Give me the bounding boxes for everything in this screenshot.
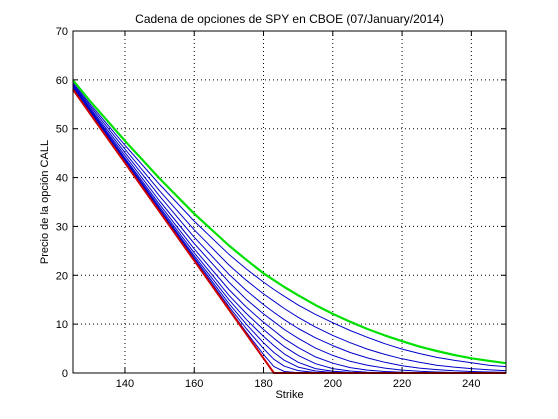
plot-frame [72,30,507,374]
y-tick-label: 60 [56,75,68,87]
longest-expiry-line [72,79,507,365]
chain-series-line [72,82,507,368]
chart-title: Cadena de opciones de SPY en CBOE (07/Ja… [135,12,444,26]
grid [73,31,506,373]
y-axis-label: Precio de la opción CALL [39,140,51,264]
y-tick-label: 20 [56,270,68,282]
x-tick-label: 240 [462,378,480,390]
x-tick-label: 140 [116,378,134,390]
y-tick-label: 40 [56,173,68,185]
chain-series-line [72,83,507,372]
y-tick-label: 30 [56,221,68,233]
plot-background [73,31,506,373]
y-tick-label: 0 [62,368,68,380]
chain-series-line [72,84,507,373]
y-tick-label: 70 [56,26,68,38]
y-tick-label: 50 [56,124,68,136]
x-tick-label: 180 [254,378,272,390]
x-tick-label: 220 [393,378,411,390]
x-tick-label: 160 [185,378,203,390]
y-tick-label: 10 [56,319,68,331]
x-axis-label: Strike [275,389,303,401]
x-tick-label: 200 [324,378,342,390]
ticks: 140 160 180 200 220 240 0 10 20 30 40 50 60 70 [56,26,506,390]
